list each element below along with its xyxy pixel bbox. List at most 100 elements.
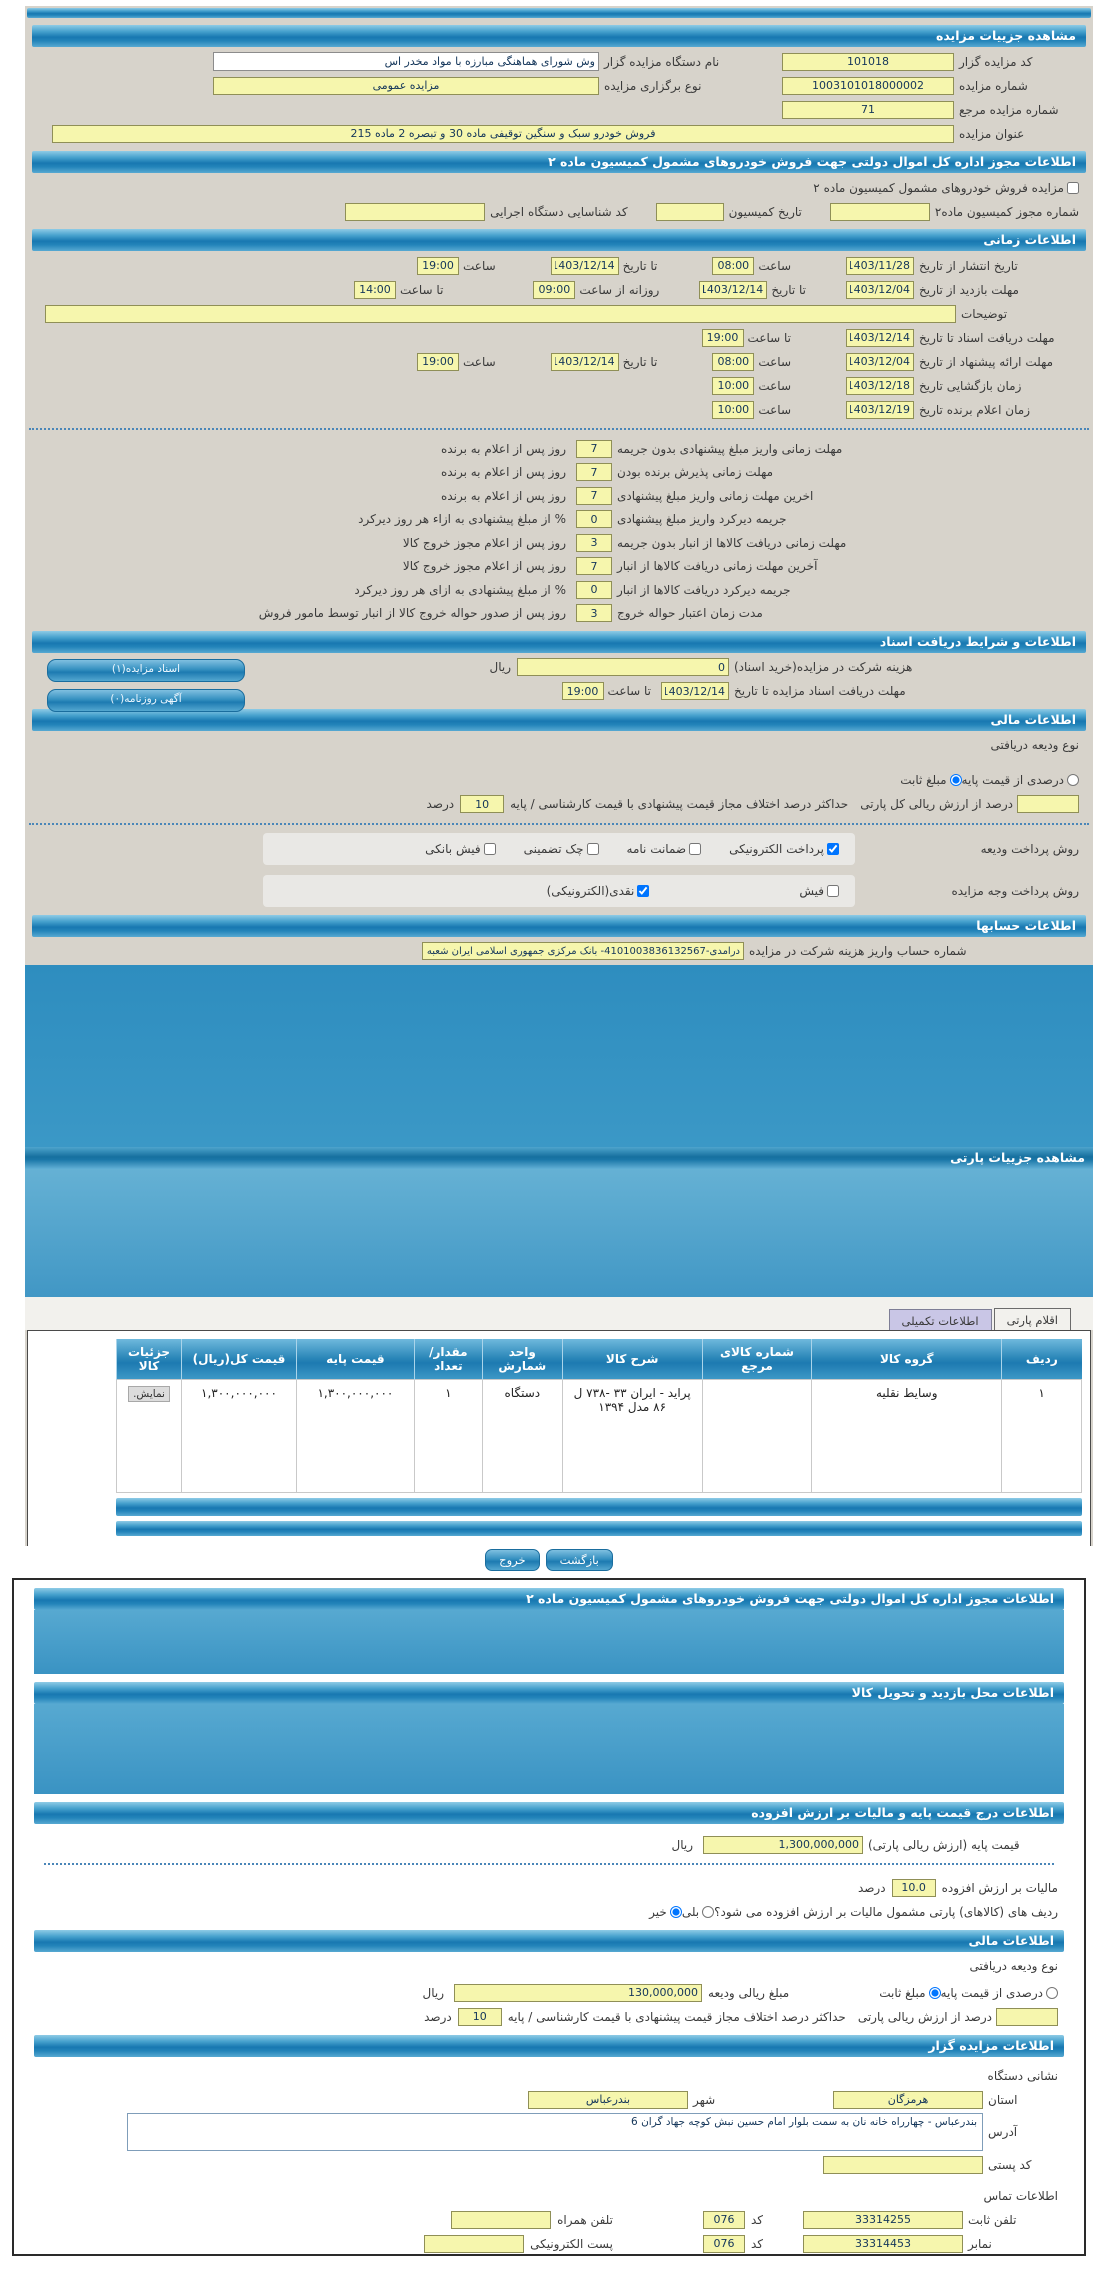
exit-button[interactable]: خروج	[485, 1549, 540, 1571]
bank-slip-checkbox[interactable]	[483, 842, 496, 855]
postal-code-input[interactable]	[823, 2155, 983, 2174]
penalty-row-input[interactable]	[576, 533, 612, 552]
penalty-row-input[interactable]	[576, 510, 612, 528]
org-name-input[interactable]	[213, 52, 599, 71]
publish-to-time-input[interactable]	[417, 256, 459, 275]
visit-from-date-input[interactable]	[846, 280, 914, 299]
docs-deadline-time-input[interactable]	[701, 328, 744, 347]
state-input[interactable]	[833, 2090, 983, 2109]
max-diff-input[interactable]	[460, 795, 505, 813]
vat-input[interactable]	[891, 1878, 936, 1897]
deposit-amount-label: مبلغ ریالی ودیعه	[708, 1985, 790, 2000]
deposit-amount-input[interactable]	[454, 1983, 703, 2002]
notes-input[interactable]	[45, 304, 956, 323]
pct-of-total-input[interactable]	[1017, 795, 1079, 813]
permit-no-input[interactable]	[829, 202, 930, 221]
percent-label: درصد	[857, 1880, 886, 1895]
area-code-label: کد	[750, 2212, 763, 2227]
visit-daily-to-input[interactable]	[353, 280, 396, 299]
lot-base-price-input[interactable]	[703, 1835, 863, 1854]
back-button[interactable]: بازگشت	[545, 1549, 613, 1571]
show-details-link[interactable]: نمایش.	[128, 1385, 170, 1402]
city-input[interactable]	[528, 2090, 688, 2109]
fax-code-input[interactable]	[702, 2234, 745, 2253]
fixed-amount-radio[interactable]	[949, 774, 962, 786]
participation-fee-label: هزینه شرکت در مزایده(خرید اسناد)	[734, 660, 913, 674]
visit-daily-from-input[interactable]	[533, 280, 576, 299]
fee-account-input[interactable]	[422, 942, 744, 960]
section-header-permit: اطلاعات مجوز اداره کل اموال دولتی جهت فر…	[32, 151, 1086, 173]
auction-docs-button[interactable]: اسناد مزایده(۱)	[47, 658, 245, 682]
mobile-input[interactable]	[451, 2210, 552, 2229]
winner-time-input[interactable]	[712, 400, 755, 419]
cash-electronic-checkbox[interactable]	[637, 884, 650, 897]
bidder-code-input[interactable]	[782, 52, 954, 71]
article2-checkbox[interactable]	[1067, 181, 1079, 194]
tab-party-items[interactable]: اقلام پارتی	[993, 1307, 1071, 1330]
docs-receive-deadline-date-input[interactable]	[661, 682, 729, 700]
winner-date-input[interactable]	[846, 400, 914, 419]
org-name-label: نام دستگاه مزایده گزار	[604, 54, 720, 69]
penalty-row-input[interactable]	[576, 604, 612, 622]
exec-id-input[interactable]	[345, 202, 486, 221]
phone-input[interactable]	[803, 2210, 963, 2229]
offer-to-time-input[interactable]	[417, 352, 459, 371]
to-hour-label: تا ساعت	[607, 684, 651, 698]
publish-to-date-input[interactable]	[550, 256, 619, 275]
penalty-row-input[interactable]	[576, 463, 612, 481]
certified-check-checkbox[interactable]	[586, 842, 599, 855]
phone-code-input[interactable]	[702, 2210, 745, 2229]
penalty-row-input[interactable]	[576, 486, 612, 505]
vat-no-radio[interactable]	[669, 1905, 682, 1918]
offer-from-time-input[interactable]	[712, 352, 755, 371]
fax-input[interactable]	[803, 2234, 963, 2253]
publish-from-time-input[interactable]	[712, 256, 755, 275]
pay-slip-checkbox[interactable]	[827, 884, 839, 897]
publish-from-date-input[interactable]	[846, 256, 914, 275]
area-code-label: کد	[750, 2236, 763, 2251]
docs-deadline-date-input[interactable]	[846, 328, 914, 347]
pct-of-base-label: درصدی از قیمت پایه	[940, 1985, 1043, 2000]
tab-extra-info[interactable]: اطلاعات تکمیلی	[888, 1308, 992, 1330]
electronic-payment-checkbox[interactable]	[827, 842, 839, 855]
offer-to-date-input[interactable]	[550, 352, 619, 371]
offer-from-date-input[interactable]	[846, 352, 914, 371]
penalty-row-input[interactable]	[576, 580, 612, 599]
pct-of-total-input[interactable]	[996, 2007, 1058, 2026]
commission-date-label: تاریخ کمیسیون	[728, 204, 802, 219]
participation-fee-input[interactable]	[517, 658, 729, 676]
pay-slip-label: فیش	[799, 883, 824, 898]
email-input[interactable]	[424, 2234, 525, 2253]
auction-type-input[interactable]	[213, 76, 599, 95]
opening-time-input[interactable]	[712, 376, 755, 395]
docs-receive-deadline-label: مهلت دریافت اسناد مزایده تا تاریخ	[734, 684, 906, 698]
dotted-divider	[29, 428, 1089, 430]
opening-date-input[interactable]	[846, 376, 914, 395]
newspaper-ad-button[interactable]: آگهی روزنامه(۰)	[47, 688, 245, 712]
bank-slip-label: فیش بانکی	[425, 841, 481, 856]
auction-title-input[interactable]	[52, 124, 954, 143]
penalty-row-input[interactable]	[576, 439, 612, 458]
pct-of-total-label: درصد از ارزش ریالی پارتی	[857, 2009, 992, 2024]
cell-base-price: ۱,۳۰۰,۰۰۰,۰۰۰	[295, 1378, 415, 1493]
pct-of-base-radio[interactable]	[1067, 774, 1079, 786]
docs-receive-deadline-time-input[interactable]	[561, 682, 604, 700]
penalty-row-label: مهلت زمانی واریز مبلغ پیشنهادی بدون جریم…	[617, 441, 843, 456]
guarantee-letter-checkbox[interactable]	[689, 842, 702, 855]
penalty-row-suffix: روز پس از اعلام مجوز خروج کالا	[402, 535, 566, 550]
bidder-code-label: کد مزایده گزار	[959, 54, 1033, 69]
pct-of-base-radio[interactable]	[1046, 1986, 1058, 1999]
cell-ref-goods-no	[701, 1378, 813, 1493]
penalty-row-input[interactable]	[576, 557, 612, 575]
certified-check-label: چک تضمینی	[523, 841, 584, 856]
daily-from-hour-label: روزانه از ساعت	[579, 282, 660, 297]
commission-date-input[interactable]	[655, 202, 724, 221]
ref-no-input[interactable]	[782, 100, 954, 119]
address-textarea[interactable]: بندرعباس - چهارراه خانه نان به سمت بلوار…	[127, 2113, 983, 2151]
max-diff-input[interactable]	[457, 2007, 502, 2026]
vat-yes-radio[interactable]	[702, 1905, 715, 1918]
auction-no-input[interactable]	[782, 76, 954, 95]
vat-yes-label: بلی	[681, 1904, 700, 1919]
visit-to-date-input[interactable]	[699, 280, 768, 299]
fixed-amount-radio[interactable]	[928, 1986, 941, 1999]
